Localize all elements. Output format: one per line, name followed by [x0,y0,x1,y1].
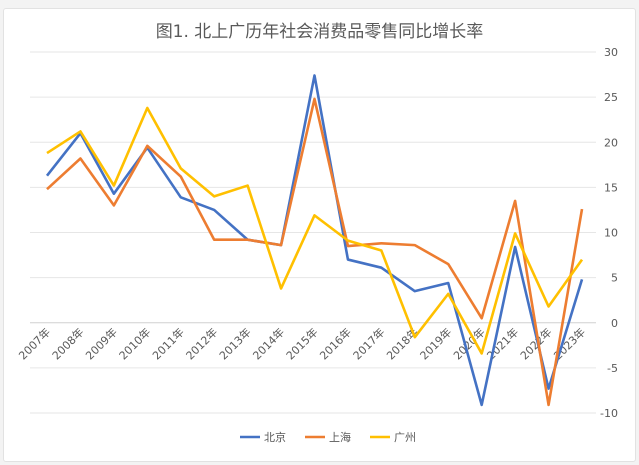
y-tick-label: 15 [604,181,618,194]
x-tick-label: 2008年 [49,325,86,362]
x-tick-label: 2013年 [216,325,253,362]
x-tick-label: 2017年 [350,325,387,362]
x-tick-label: 2012年 [183,325,220,362]
legend-label: 上海 [329,430,351,444]
y-tick-label: -5 [607,362,618,375]
x-tick-label: 2009年 [83,325,120,362]
chart-title: 图1. 北上广历年社会消费品零售同比增长率 [155,22,484,42]
x-tick-label: 2015年 [283,325,320,362]
y-tick-label: 20 [604,136,618,149]
y-tick-label: 0 [611,317,618,330]
y-tick-label: -10 [600,407,618,420]
x-tick-label: 2018年 [383,325,420,362]
legend-label: 北京 [264,430,286,444]
x-tick-label: 2019年 [417,325,454,362]
x-tick-label: 2011年 [149,325,186,362]
series-line-2 [46,106,584,355]
chart-card [3,8,636,462]
x-tick-label: 2016年 [317,325,354,362]
x-tick-label: 2010年 [116,325,153,362]
legend-label: 广州 [394,431,416,444]
y-tick-label: 10 [604,227,618,240]
x-tick-label: 2014年 [250,325,287,362]
y-tick-label: 5 [611,272,618,285]
y-tick-label: 25 [604,91,618,104]
y-tick-label: 30 [604,46,618,59]
x-tick-label: 2007年 [16,325,53,362]
